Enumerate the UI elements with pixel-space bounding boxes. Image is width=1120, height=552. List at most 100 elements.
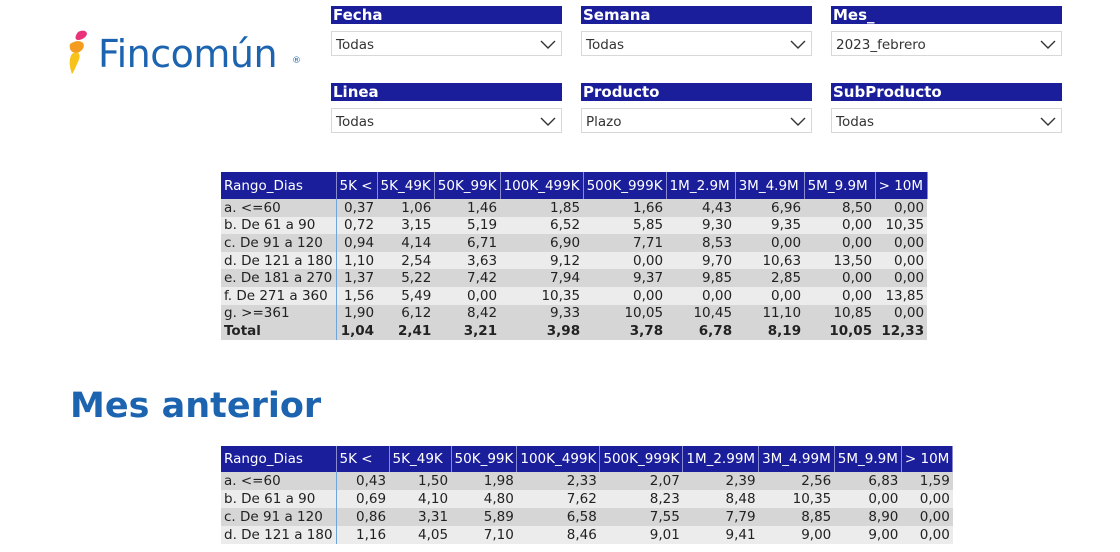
column-header[interactable]: 50K_99K	[451, 446, 518, 472]
table-cell: 4,80	[451, 490, 517, 508]
column-header[interactable]: 500K_999K	[583, 172, 667, 199]
previous-month-heading: Mes anterior	[70, 386, 322, 426]
table-cell: 0,00	[834, 490, 902, 508]
table-cell: 8,90	[834, 508, 902, 526]
table-cell: 10,35	[500, 286, 584, 305]
table-cell: 8,53	[666, 234, 736, 252]
table-row: c. De 91 a 120 0,86 3,31 5,89 6,58 7,55 7,79 8,…	[221, 508, 953, 526]
row-label: g. >=361	[221, 304, 337, 323]
table-row: g. >=361 1,90 6,12 8,42 9,33 10,05 10,45 11,10 1…	[221, 304, 928, 323]
slicer-dropdown-linea[interactable]: Todas	[331, 108, 562, 133]
row-label: d. De 121 a 180	[221, 526, 337, 544]
table-cell: 9,70	[666, 251, 736, 270]
table-cell: 2,33	[516, 472, 600, 490]
column-header[interactable]: > 10M	[901, 446, 954, 472]
slicer-dropdown-semana[interactable]: Todas	[581, 31, 812, 56]
column-header[interactable]: Rango_Dias	[221, 172, 337, 199]
row-label: e. De 181 a 270	[221, 269, 337, 287]
column-header[interactable]: 5K <	[336, 172, 378, 199]
column-header[interactable]: 500K_999K	[599, 446, 684, 472]
table-row: b. De 61 a 90 0,72 3,15 5,19 6,52 5,85 9,30 9,3…	[221, 216, 928, 235]
table-row: c. De 91 a 120 0,94 4,14 6,71 6,90 7,71 8,53 0,…	[221, 234, 928, 252]
table-cell: 1,37	[336, 269, 378, 287]
column-header[interactable]: 5M_9.9M	[834, 446, 902, 472]
total-cell: 6,78	[666, 322, 736, 340]
table-cell: 0,94	[336, 234, 378, 252]
column-header[interactable]: > 10M	[875, 172, 928, 199]
table-cell: 8,85	[758, 508, 835, 526]
table-cell: 0,00	[875, 251, 928, 270]
table-cell: 7,94	[500, 269, 584, 287]
table-cell: 5,49	[377, 286, 435, 305]
table-cell: 2,56	[758, 472, 835, 490]
table-cell: 3,63	[434, 251, 501, 270]
slicer-title: SubProducto	[831, 83, 1062, 101]
slicer-title: Fecha	[331, 6, 562, 24]
column-header[interactable]: 1M_2.99M	[682, 446, 760, 472]
table-cell: 2,54	[377, 251, 435, 270]
table-cell: 3,31	[389, 508, 452, 526]
logo-registered-mark: ®	[292, 56, 301, 66]
table-cell: 0,00	[804, 286, 876, 305]
column-header[interactable]: 5K <	[336, 446, 390, 472]
previous-month-matrix: Rango_Dias 5K <5K_49K 50K_99K 100K_499K 500K…	[221, 446, 954, 544]
column-header[interactable]: Rango_Dias	[221, 446, 337, 472]
table-cell: 2,39	[682, 472, 759, 490]
table-cell: 0,00	[583, 286, 667, 305]
column-header[interactable]: 1M_2.9M	[666, 172, 736, 199]
column-header[interactable]: 3M_4.9M	[735, 172, 805, 199]
row-label: d. De 121 a 180	[221, 251, 337, 270]
chevron-down-icon	[1040, 117, 1056, 126]
slicer-subproducto: SubProducto Todas	[831, 83, 1062, 133]
total-cell: 1,04	[336, 322, 378, 340]
slicer-title: Producto	[581, 83, 812, 101]
row-label: a. <=60	[221, 199, 337, 217]
table-cell: 7,71	[583, 234, 667, 252]
column-header[interactable]: 3M_4.99M	[758, 446, 835, 472]
table-cell: 0,00	[875, 234, 928, 252]
table-row: b. De 61 a 90 0,69 4,10 4,80 7,62 8,23 8,48 10,…	[221, 490, 953, 508]
table-cell: 10,63	[735, 251, 805, 270]
slicer-dropdown-subproducto[interactable]: Todas	[831, 108, 1062, 133]
table-cell: 0,69	[336, 490, 390, 508]
column-header[interactable]: 50K_99K	[434, 172, 501, 199]
table-cell: 0,00	[804, 234, 876, 252]
column-header[interactable]: 5M_9.9M	[804, 172, 876, 199]
table-row: a. <=60 0,43 1,50 1,98 2,33 2,07 2,39 2,56 6,83 1…	[221, 472, 953, 490]
table-row: a. <=60 0,37 1,06 1,46 1,85 1,66 4,43 6,96 8,50 0…	[221, 199, 928, 217]
slicer-dropdown-mes[interactable]: 2023_febrero	[831, 31, 1062, 56]
table-cell: 1,90	[336, 304, 378, 323]
slicer-value: Todas	[336, 114, 375, 130]
table-cell: 5,89	[451, 508, 517, 526]
table-cell: 0,00	[901, 490, 953, 508]
row-label: b. De 61 a 90	[221, 216, 337, 235]
table-cell: 6,52	[500, 216, 584, 235]
table-cell: 3,15	[377, 216, 435, 235]
logo-text: Fincomún	[98, 32, 278, 76]
slicer-fecha: Fecha Todas	[331, 6, 562, 56]
table-cell: 8,50	[804, 199, 876, 217]
table-cell: 1,85	[500, 199, 584, 217]
slicer-value: Todas	[836, 114, 875, 130]
table-cell: 2,07	[599, 472, 683, 490]
column-header[interactable]: 5K_49K	[377, 172, 435, 199]
table-cell: 6,83	[834, 472, 902, 490]
table-cell: 4,10	[389, 490, 452, 508]
table-cell: 9,35	[735, 216, 805, 235]
header-row: Rango_Dias 5K <5K_49K 50K_99K 100K_499K 500K…	[221, 172, 928, 199]
slicer-dropdown-producto[interactable]: Plazo	[581, 108, 812, 133]
total-cell: 3,98	[500, 322, 584, 340]
column-header[interactable]: 5K_49K	[389, 446, 452, 472]
table-cell: 0,00	[583, 251, 667, 270]
table-cell: 10,45	[666, 304, 736, 323]
table-cell: 6,58	[516, 508, 600, 526]
column-header[interactable]: 100K_499K	[500, 172, 584, 199]
table-cell: 0,00	[875, 304, 928, 323]
slicer-dropdown-fecha[interactable]: Todas	[331, 31, 562, 56]
slicer-title: Semana	[581, 6, 812, 24]
table-cell: 0,00	[434, 286, 501, 305]
table-cell: 0,00	[735, 234, 805, 252]
column-header[interactable]: 100K_499K	[516, 446, 601, 472]
row-label: c. De 91 a 120	[221, 234, 337, 252]
table-cell: 10,05	[583, 304, 667, 323]
